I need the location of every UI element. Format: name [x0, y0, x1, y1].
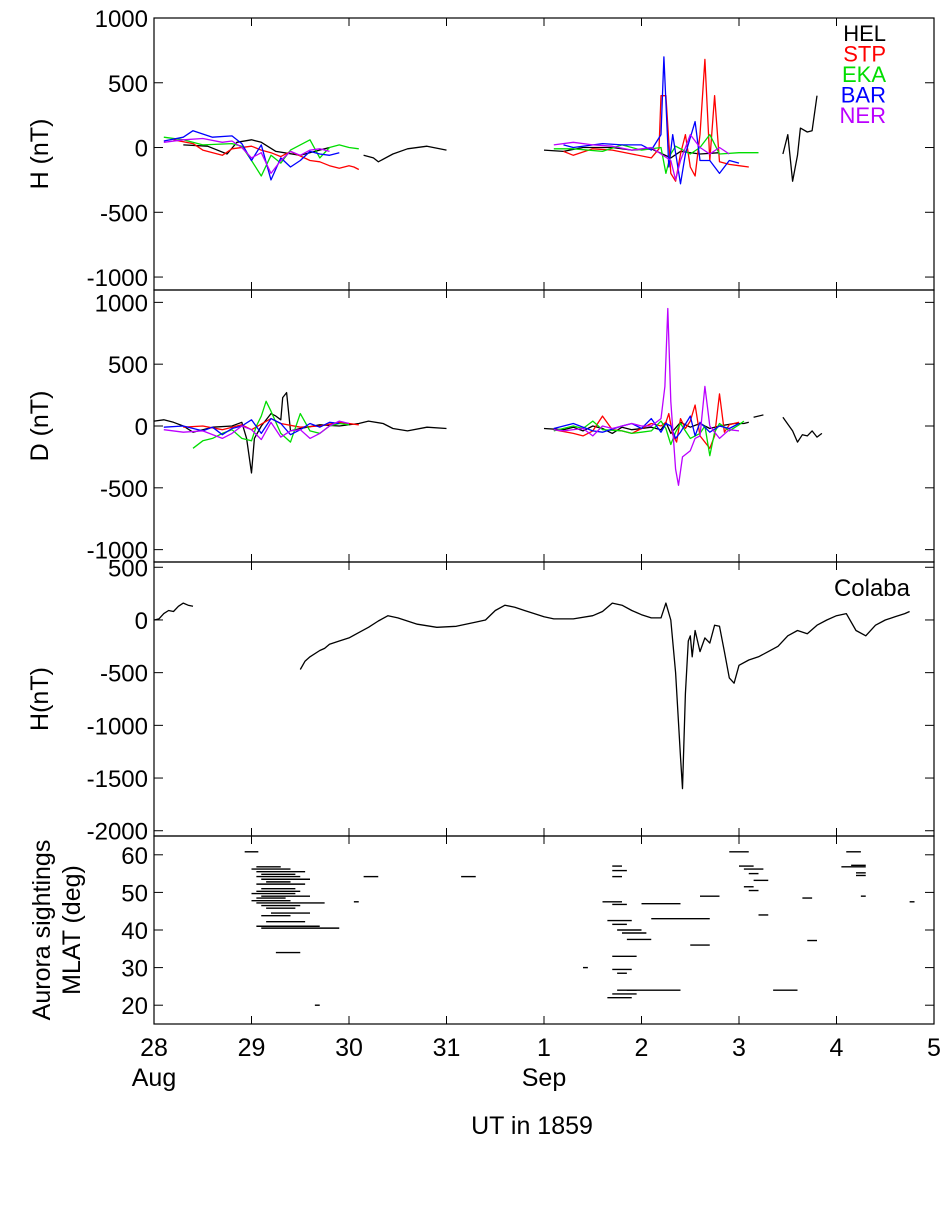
series-hel: [782, 416, 823, 443]
y-tick-label: 0: [135, 414, 148, 441]
legend-entry-ner: NER: [840, 103, 886, 128]
series-eka: [553, 420, 745, 457]
series-hel: [154, 391, 447, 474]
y-tick-label: 500: [108, 71, 148, 98]
series-ner: [163, 420, 350, 441]
y-tick-label: 30: [121, 956, 148, 983]
y-axis-label: MLAT (deg): [58, 865, 86, 995]
y-tick-label: 50: [121, 880, 148, 907]
series-eka: [553, 133, 759, 175]
y-axis-label: H(nT): [26, 667, 54, 731]
panel-h: 1000 500 0 -500 -1000 H (nT): [26, 6, 935, 292]
y-tick-label: 60: [121, 843, 148, 870]
series-colaba: [154, 602, 194, 621]
series-hel: [183, 139, 330, 156]
panel-colaba: 500 0 -500 -1000 -1500 -2000 H(nT) Colaba: [26, 555, 935, 846]
legend-entry-stp: STP: [843, 42, 886, 67]
y-tick-label: -500: [100, 661, 148, 688]
y-tick-label: -1000: [87, 265, 148, 292]
x-tick-label: 28: [140, 1034, 168, 1062]
panel-frame-aurora: [153, 835, 935, 1025]
panel-frame-h: [153, 17, 935, 291]
series-stp: [563, 58, 749, 182]
y-tick-label: 20: [121, 993, 148, 1020]
x-tick-label: 3: [732, 1034, 746, 1062]
y-tick-label: 500: [108, 352, 148, 379]
data-marks: [163, 56, 818, 185]
y-tick-label: -500: [100, 476, 148, 503]
series-bar: [563, 56, 740, 185]
panel-d: 1000 500 0 -500 -1000 D (nT): [26, 290, 935, 565]
series-bar: [163, 417, 340, 436]
data-marks: [244, 851, 915, 1006]
series-bar: [163, 130, 340, 181]
x-tick-label: 31: [433, 1034, 461, 1062]
series-bar: [553, 415, 740, 440]
y-axis-label: H (nT): [26, 119, 54, 190]
x-tick-sublabel: Sep: [522, 1064, 566, 1092]
x-tick-label: 29: [238, 1034, 266, 1062]
y-tick-label: -1500: [87, 766, 148, 793]
legend-entry-hel: HEL: [843, 21, 886, 46]
y-tick-label: -500: [100, 200, 148, 227]
y-tick-label: 0: [135, 608, 148, 635]
x-tick-label: 2: [635, 1034, 649, 1062]
y-tick-label: 1000: [95, 290, 148, 317]
data-marks: [154, 307, 823, 486]
x-tick-sublabel: Aug: [132, 1064, 176, 1092]
series-hel: [363, 145, 447, 163]
legend-entry-bar: BAR: [841, 83, 886, 108]
y-tick-label: 0: [135, 136, 148, 163]
series-ner: [163, 137, 330, 175]
panel-frames: [153, 17, 935, 1025]
y-tick-label: -1000: [87, 713, 148, 740]
y-tick-label: 40: [121, 918, 148, 945]
series-hel: [782, 95, 818, 182]
x-tick-label: 4: [830, 1034, 844, 1062]
x-tick-label: 1: [537, 1034, 551, 1062]
y-tick-label: -1000: [87, 538, 148, 565]
series-colaba: [299, 602, 910, 790]
x-tick-label: 5: [927, 1034, 940, 1062]
panel-aurora: 60 50 40 30 20 Aurora sightings MLAT (deg): [28, 836, 935, 1024]
y-tick-label: 1000: [95, 6, 148, 33]
series-stp: [553, 393, 740, 449]
y-axis-label: Aurora sightings: [28, 840, 56, 1021]
x-axis-label: UT in 1859: [471, 1112, 593, 1140]
panel-frame-d: [153, 289, 935, 563]
y-axis-label: D (nT): [26, 391, 54, 462]
station-label: Colaba: [834, 575, 911, 602]
data-marks: [154, 602, 910, 790]
series-stp: [173, 139, 360, 171]
series-ner: [553, 133, 730, 181]
y-tick-label: 500: [108, 555, 148, 582]
series-ner: [553, 307, 740, 486]
y-tick-label: -2000: [87, 819, 148, 846]
x-tick-label: 30: [335, 1034, 363, 1062]
panel-frame-colaba: [153, 561, 935, 837]
series-hel: [753, 414, 764, 418]
series-eka: [163, 136, 359, 177]
legend-entry-eka: EKA: [842, 62, 886, 87]
